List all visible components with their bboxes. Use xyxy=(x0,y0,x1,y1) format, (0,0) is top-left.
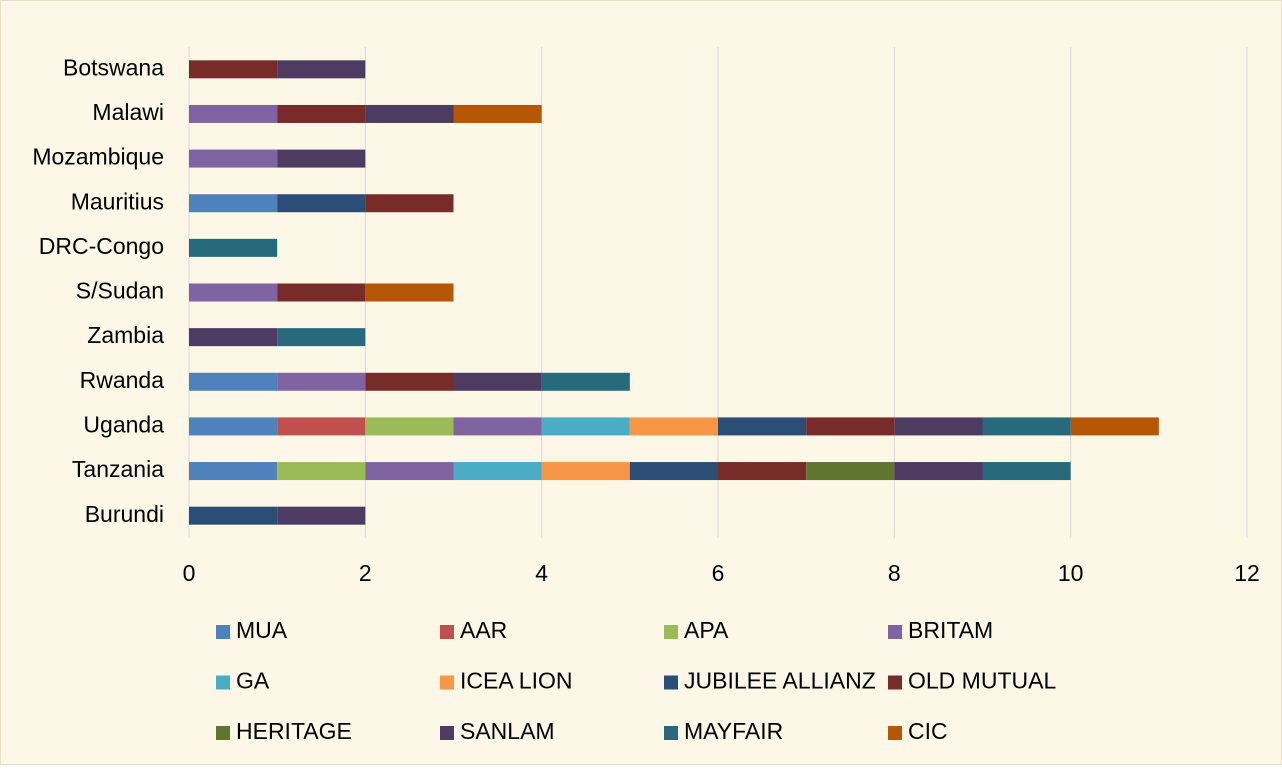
bar-segment xyxy=(189,149,278,168)
legend-swatch xyxy=(664,726,678,740)
y-tick-label: Botswana xyxy=(63,54,164,80)
bar-segment xyxy=(189,238,278,257)
bar-segment xyxy=(365,462,454,481)
legend-label: SANLAM xyxy=(460,718,555,744)
bar-segment xyxy=(277,60,366,79)
x-tick-label: 0 xyxy=(183,560,196,586)
bar-segment xyxy=(189,60,278,79)
bar-segment xyxy=(718,462,807,481)
bar-segment xyxy=(453,417,542,436)
legend-label: GA xyxy=(236,668,270,694)
legend-swatch xyxy=(664,675,678,690)
bar-segment xyxy=(277,417,366,436)
bar-segment xyxy=(189,462,278,481)
legend-swatch xyxy=(440,675,454,690)
legend-label: MUA xyxy=(236,617,288,643)
y-tick-label: Uganda xyxy=(83,411,164,437)
bar-segment xyxy=(982,417,1071,436)
legend-swatch xyxy=(888,675,902,690)
y-tick-label: Zambia xyxy=(87,322,164,348)
bar-segment xyxy=(629,417,718,436)
bar-segment xyxy=(365,194,454,213)
bar-segment xyxy=(189,328,278,347)
bar-segment xyxy=(806,417,895,436)
bar-segment xyxy=(277,283,366,302)
bar-segment xyxy=(541,372,630,391)
bar-segment xyxy=(189,417,278,436)
bar-segment xyxy=(982,462,1071,481)
bar-segment xyxy=(453,462,542,481)
y-tick-label: Malawi xyxy=(92,99,164,125)
legend-label: APA xyxy=(684,617,729,643)
bar-segment xyxy=(277,372,366,391)
bar-segment xyxy=(189,506,278,525)
legend-swatch xyxy=(216,675,230,690)
bar-segment xyxy=(277,149,366,168)
bar-segment xyxy=(541,417,630,436)
legend-label: HERITAGE xyxy=(236,718,352,744)
legend-swatch xyxy=(888,625,902,639)
bar-segment xyxy=(629,462,718,481)
legend-swatch xyxy=(888,726,902,740)
bar-segment xyxy=(718,417,807,436)
legend-swatch xyxy=(664,625,678,639)
legend-swatch xyxy=(216,625,230,639)
legend-label: CIC xyxy=(908,718,948,744)
x-tick-label: 4 xyxy=(535,560,548,586)
bar-segment xyxy=(365,283,454,302)
legend-label: ICEA LION xyxy=(460,668,572,694)
legend-label: BRITAM xyxy=(908,617,993,643)
bar-segment xyxy=(541,462,630,481)
bar-segment xyxy=(453,104,542,123)
bar-segment xyxy=(277,328,366,347)
x-tick-label: 12 xyxy=(1234,560,1260,586)
bar-segment xyxy=(365,104,454,123)
legend-label: OLD MUTUAL xyxy=(908,668,1056,694)
y-tick-label: S/Sudan xyxy=(76,278,164,304)
bar-segment xyxy=(1070,417,1159,436)
y-tick-label: Mauritius xyxy=(71,188,164,214)
x-tick-label: 6 xyxy=(712,560,725,586)
bar-segment xyxy=(894,462,983,481)
legend-swatch xyxy=(440,625,454,639)
legend-swatch xyxy=(440,726,454,740)
x-tick-label: 8 xyxy=(888,560,901,586)
bar-segment xyxy=(277,194,366,213)
bar-segment xyxy=(189,372,278,391)
bar-segment xyxy=(365,372,454,391)
x-tick-label: 2 xyxy=(359,560,372,586)
bar-segment xyxy=(894,417,983,436)
y-tick-label: Rwanda xyxy=(80,367,165,393)
legend-label: AAR xyxy=(460,617,507,643)
legend-swatch xyxy=(216,726,230,740)
y-tick-label: DRC-Congo xyxy=(39,233,164,259)
y-tick-label: Burundi xyxy=(85,501,164,527)
x-tick-label: 10 xyxy=(1058,560,1084,586)
y-tick-label: Tanzania xyxy=(72,456,164,482)
bar-segment xyxy=(189,194,278,213)
bar-segment xyxy=(277,506,366,525)
bar-segment xyxy=(365,417,454,436)
bar-segment xyxy=(189,104,278,123)
bar-segment xyxy=(806,462,895,481)
y-tick-label: Mozambique xyxy=(32,144,164,170)
bar-segment xyxy=(189,283,278,302)
bar-segment xyxy=(277,104,366,123)
bar-segment xyxy=(453,372,542,391)
legend-label: MAYFAIR xyxy=(684,718,783,744)
bar-segment xyxy=(277,462,366,481)
legend-label: JUBILEE ALLIANZ xyxy=(684,668,876,694)
